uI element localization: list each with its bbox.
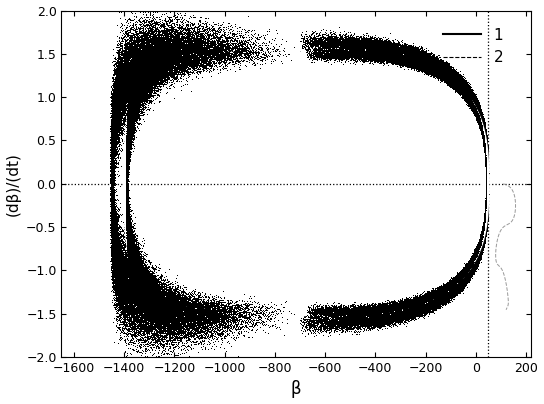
Y-axis label: (dβ)/(dt): (dβ)/(dt) bbox=[5, 152, 21, 216]
Legend: 1, 2: 1, 2 bbox=[437, 22, 509, 72]
X-axis label: β: β bbox=[291, 381, 301, 398]
